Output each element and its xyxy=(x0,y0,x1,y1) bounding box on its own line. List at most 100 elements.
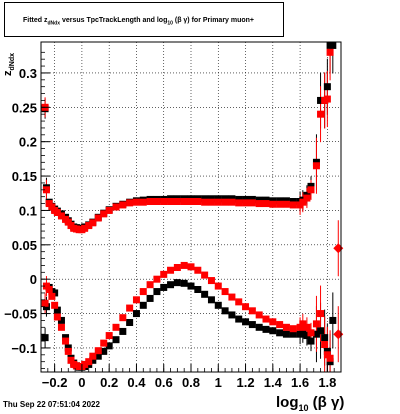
data-marker xyxy=(255,200,263,208)
data-marker xyxy=(221,198,229,206)
data-marker xyxy=(221,307,229,315)
data-marker xyxy=(312,330,320,338)
data-marker xyxy=(57,316,65,324)
data-marker xyxy=(312,320,320,328)
data-marker xyxy=(276,329,284,337)
data-marker xyxy=(105,332,113,340)
data-marker xyxy=(242,199,250,207)
data-marker xyxy=(307,337,315,345)
data-marker xyxy=(173,264,181,271)
data-marker xyxy=(160,270,168,278)
data-marker xyxy=(100,210,108,218)
data-marker xyxy=(94,352,102,360)
x-tick-label: 1.8 xyxy=(318,375,336,390)
data-marker xyxy=(262,200,270,208)
data-marker xyxy=(187,282,195,290)
data-marker xyxy=(126,319,134,326)
data-marker xyxy=(85,222,93,230)
data-marker xyxy=(89,219,97,227)
data-marker xyxy=(139,301,147,309)
data-marker xyxy=(248,307,256,315)
data-marker xyxy=(119,201,127,209)
data-marker xyxy=(194,286,202,293)
y-tick-label: 0.3 xyxy=(19,66,37,81)
data-marker xyxy=(160,198,168,205)
data-marker xyxy=(207,198,215,206)
data-marker xyxy=(105,206,113,214)
data-marker xyxy=(276,321,284,329)
data-marker xyxy=(228,198,236,206)
data-marker xyxy=(146,281,154,289)
data-marker xyxy=(53,306,61,314)
data-marker xyxy=(303,194,311,202)
data-marker xyxy=(235,298,243,306)
y-tick-label: 0.2 xyxy=(19,135,37,150)
data-marker xyxy=(214,282,222,290)
data-marker xyxy=(235,199,243,207)
x-tick-label: −0.2 xyxy=(42,375,68,390)
data-marker xyxy=(81,360,89,368)
data-marker xyxy=(299,320,307,328)
data-marker xyxy=(153,198,161,205)
data-marker xyxy=(132,198,140,206)
data-marker xyxy=(45,286,53,293)
timestamp: Thu Sep 22 07:51:04 2022 xyxy=(3,400,100,409)
data-marker xyxy=(94,214,102,222)
y-tick-label: 0.05 xyxy=(12,238,37,253)
data-marker xyxy=(187,198,195,205)
x-tick-label: 0.4 xyxy=(127,375,146,390)
grid-lines xyxy=(41,42,341,372)
data-marker xyxy=(187,263,195,271)
data-marker xyxy=(53,209,61,216)
data-marker xyxy=(146,294,154,302)
tick-labels: −0.2 0 0.2 0.4 0.6 0.8 1 1.2 1.4 1.6 1.8 −0.1 −0.05 0… xyxy=(4,66,336,390)
y-tick-label: −0.05 xyxy=(4,307,37,322)
data-marker xyxy=(269,318,277,326)
data-marker xyxy=(255,311,263,319)
data-marker xyxy=(303,323,311,331)
data-marker xyxy=(255,323,263,331)
data-marker xyxy=(289,325,297,333)
x-tick-label: 0.8 xyxy=(182,375,200,390)
data-marker xyxy=(201,198,209,206)
data-marker xyxy=(214,301,222,309)
data-marker xyxy=(299,198,307,206)
data-marker xyxy=(242,318,250,326)
data-marker xyxy=(85,358,93,366)
data-marker xyxy=(201,271,209,279)
y-tick-label: 0.25 xyxy=(12,100,37,115)
data-marker xyxy=(276,200,284,208)
data-marker xyxy=(326,354,334,362)
data-marker xyxy=(132,310,140,318)
data-marker xyxy=(207,296,215,304)
data-marker xyxy=(289,201,297,209)
data-marker xyxy=(57,212,65,220)
x-tick-label: 1.4 xyxy=(264,375,283,390)
data-marker xyxy=(81,224,89,232)
data-marker xyxy=(180,198,188,205)
data-marker xyxy=(167,198,175,205)
data-marker xyxy=(207,277,215,285)
data-marker xyxy=(57,323,65,331)
data-marker xyxy=(307,329,315,337)
x-axis-label: log10 (β γ) xyxy=(276,394,345,413)
data-marker xyxy=(105,342,113,350)
data-marker xyxy=(317,96,325,104)
data-marker xyxy=(303,332,311,340)
data-marker xyxy=(126,199,134,207)
data-marker xyxy=(119,327,127,335)
data-marker xyxy=(180,261,188,269)
data-marker xyxy=(94,347,102,355)
data-marker xyxy=(312,162,320,170)
data-marker xyxy=(48,292,56,300)
x-tick-label: 1 xyxy=(215,375,222,390)
data-marker xyxy=(323,83,331,91)
data-marker xyxy=(248,199,256,207)
data-marker xyxy=(317,327,325,335)
data-marker xyxy=(194,266,202,274)
data-marker xyxy=(299,329,307,337)
data-marker xyxy=(317,310,325,318)
data-marker xyxy=(100,347,108,355)
data-marker xyxy=(307,186,315,194)
data-marker xyxy=(112,323,120,331)
